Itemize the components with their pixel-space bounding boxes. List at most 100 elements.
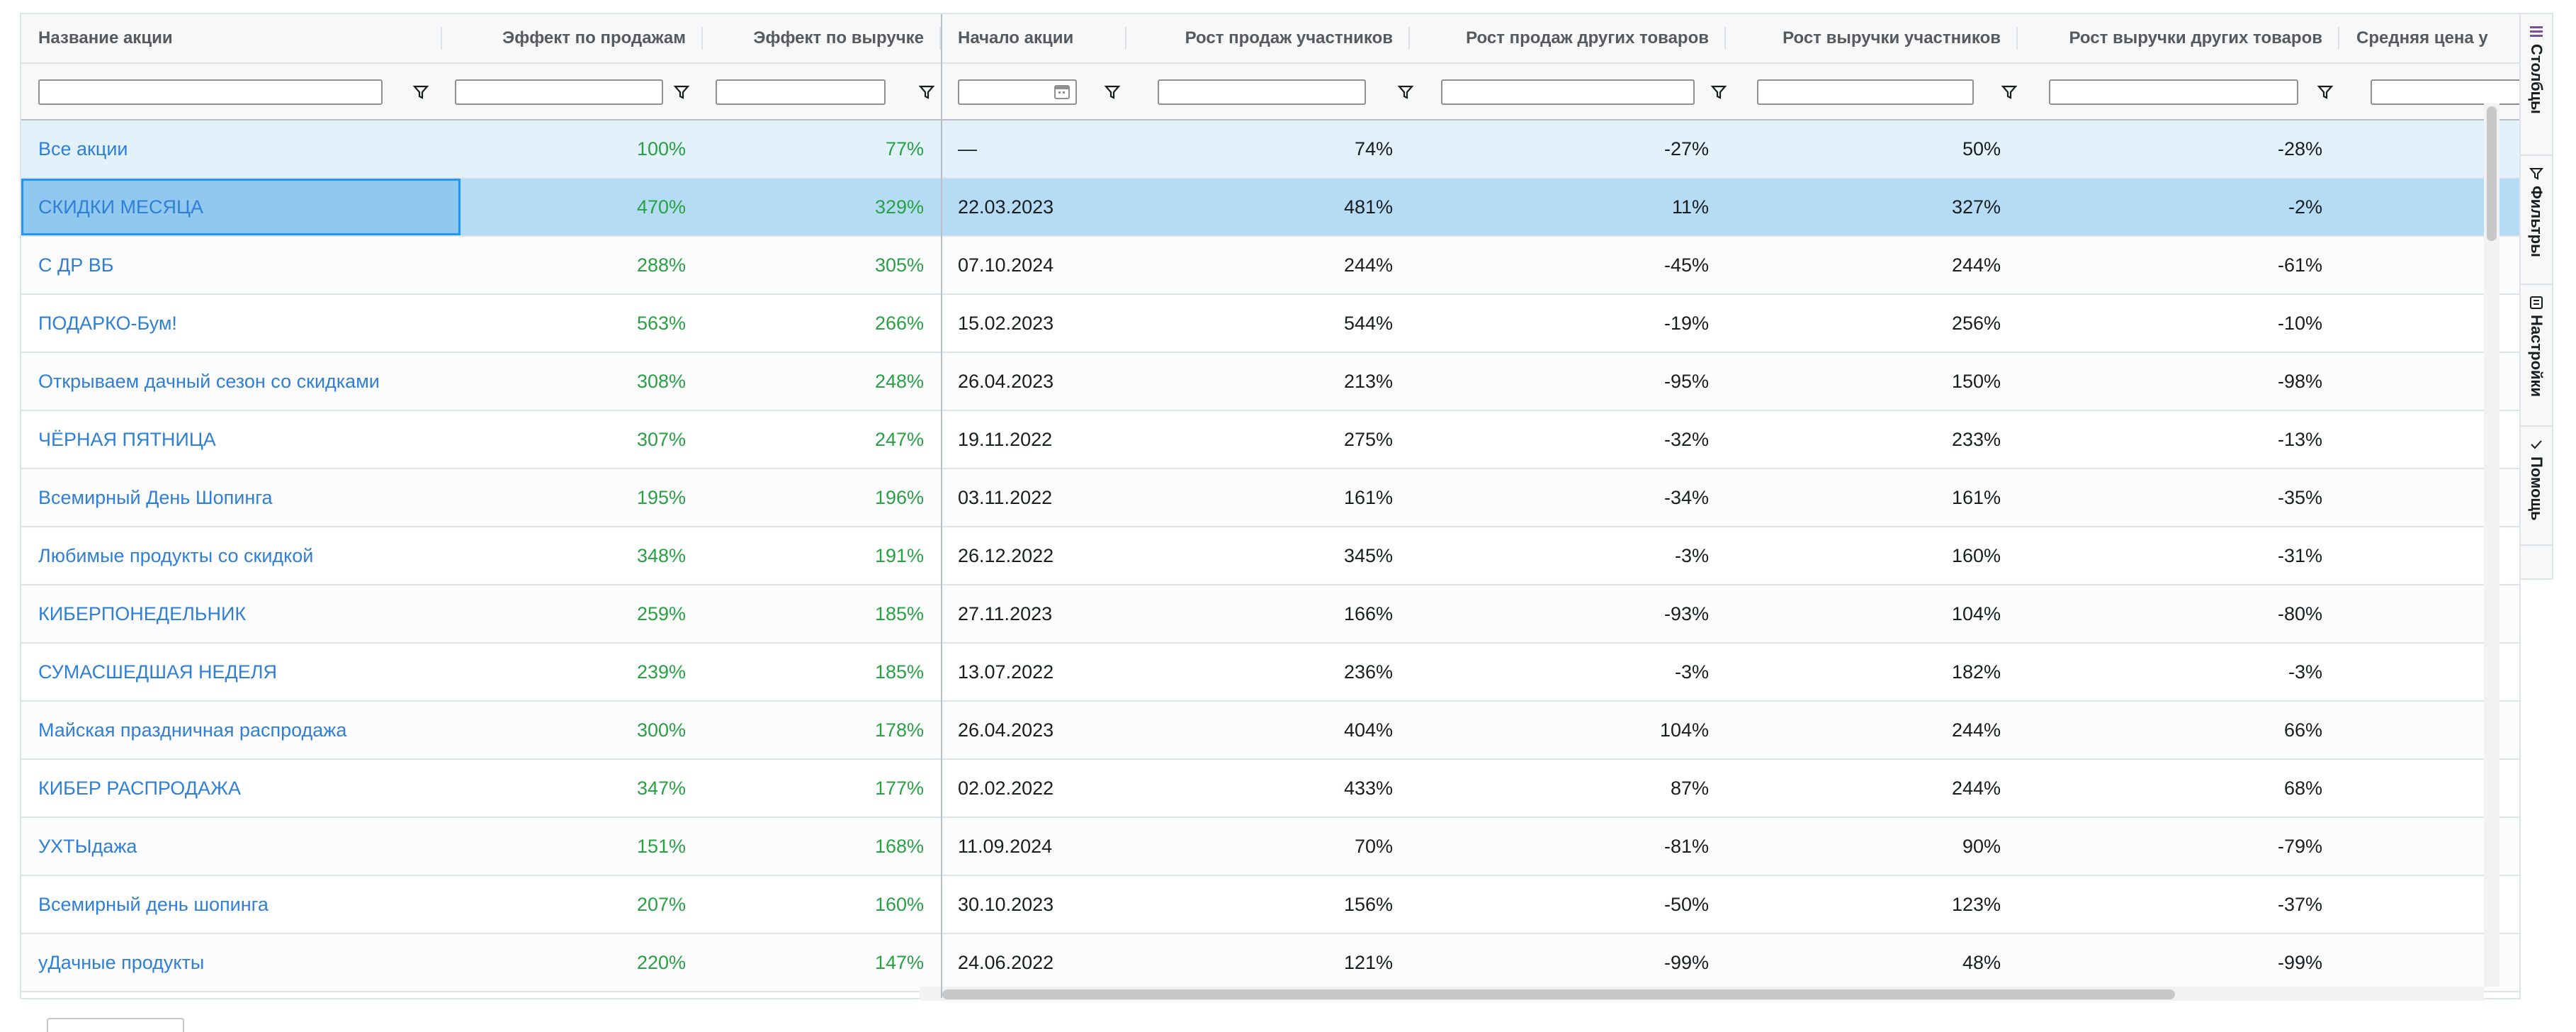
table-row[interactable]: СУМАСШЕДШАЯ НЕДЕЛЯ 239% 185% 13.07.2022 236%… <box>21 644 2519 702</box>
sidebar-tab-settings[interactable]: Настройки <box>2521 285 2552 427</box>
table-row[interactable]: КИБЕРПОНЕДЕЛЬНИК 259% 185% 27.11.2023 166% -9… <box>21 585 2519 644</box>
column-header-sales_effect[interactable]: Эффект по продажам <box>442 14 703 62</box>
sidebar-tab-filters[interactable]: Фильтры <box>2521 156 2552 285</box>
promo-name-link[interactable]: уДачные продукты <box>21 992 442 998</box>
filter-input-revenue_growth_participants[interactable] <box>1757 79 1974 105</box>
column-resize-handle[interactable] <box>1724 27 1726 50</box>
promo-name-link[interactable]: Любимые продукты со скидкой <box>38 544 314 566</box>
sidebar-tab-help[interactable]: Помощь <box>2521 427 2552 546</box>
cell-sales_growth_participants: 70% <box>1354 835 1393 857</box>
filter-input-start[interactable] <box>958 79 1077 105</box>
cell-start: 11.09.2024 <box>958 835 1053 857</box>
column-header-avg_price[interactable]: Средняя цена у <box>2339 14 2519 62</box>
cell-sales_effect: 470% <box>636 196 686 218</box>
cell-sales_growth_participants: 275% <box>1343 428 1393 450</box>
column-header-name[interactable]: Название акции <box>21 14 442 62</box>
cell-sales_effect: 195% <box>636 486 686 508</box>
promo-name-link[interactable]: СКИДКИ МЕСЯЦА <box>38 196 204 218</box>
table-row-total[interactable]: Все акции 100% 77% — 74% -27% 50% -28% <box>21 120 2519 179</box>
filter-input-sales_growth_participants[interactable] <box>1158 79 1366 105</box>
table-row[interactable]: УХТЫдажа 151% 168% 11.09.2024 70% -81% 90% -79% <box>21 818 2519 876</box>
table-row[interactable]: уДачные продукты 220% 147% 24.06.2022 121% -9… <box>21 934 2519 992</box>
column-header-revenue_growth_participants[interactable]: Рост выручки участников <box>1726 14 2018 62</box>
column-resize-handle[interactable] <box>441 27 442 50</box>
cell-revenue_effect: 177% <box>874 777 924 799</box>
table-row[interactable]: ЧЁРНАЯ ПЯТНИЦА 307% 247% 19.11.2022 275% -32%… <box>21 411 2519 469</box>
column-header-revenue_effect[interactable]: Эффект по выручке <box>703 14 941 62</box>
filter-icon[interactable] <box>411 82 431 102</box>
column-header-revenue_growth_other[interactable]: Рост выручки других товаров <box>2018 14 2339 62</box>
promo-name-link[interactable]: уДачные продукты <box>38 951 205 973</box>
column-header-sales_growth_participants[interactable]: Рост продаж участников <box>1126 14 1410 62</box>
sidebar-tab-columns[interactable]: Столбцы <box>2521 14 2552 156</box>
cell-start: 22.03.2023 <box>958 196 1054 218</box>
cell-revenue_growth_other: -80% <box>2277 602 2322 624</box>
promo-name-link[interactable]: С ДР ВБ <box>38 254 114 276</box>
filter-icon[interactable] <box>1999 82 2019 102</box>
filter-icon[interactable] <box>1396 82 1416 102</box>
filter-input-sales_effect[interactable] <box>455 79 663 105</box>
column-resize-handle[interactable] <box>2016 27 2018 50</box>
columns-icon <box>2530 26 2543 37</box>
promo-name-link[interactable]: УХТЫдажа <box>38 835 137 857</box>
column-header-label: Рост продаж участников <box>1185 28 1393 47</box>
promo-name-link[interactable]: ЧЁРНАЯ ПЯТНИЦА <box>38 428 216 450</box>
sidebar-tab-filters-label: Фильтры <box>2528 186 2546 257</box>
cell-revenue_growth_participants: 244% <box>1951 254 2001 276</box>
promo-name-link[interactable]: Открываем дачный сезон со скидками <box>38 370 380 392</box>
promo-name-link[interactable]: КИБЕРПОНЕДЕЛЬНИК <box>38 602 247 624</box>
cell-sales_growth_participants: 345% <box>1343 544 1393 566</box>
cell-revenue_growth_other: -28% <box>2277 138 2322 159</box>
promo-name-link[interactable]: Всемирный день шопинга <box>38 893 269 915</box>
cell-sales_effect: 239% <box>636 661 686 683</box>
cell-revenue_effect: 247% <box>874 428 924 450</box>
column-resize-handle[interactable] <box>1408 27 1410 50</box>
filter-icon[interactable] <box>1709 82 1729 102</box>
table-row[interactable]: С ДР ВБ 288% 305% 07.10.2024 244% -45% 244% -61… <box>21 237 2519 295</box>
filter-input-revenue_effect[interactable] <box>716 79 886 105</box>
table-row[interactable]: уДачные продукты186%145%28.05.202289%-97… <box>21 992 2519 998</box>
promo-name-link[interactable]: Все акции <box>38 138 128 159</box>
cell-revenue_growth_participants: 256% <box>1951 312 2001 334</box>
promo-name-link[interactable]: КИБЕР РАСПРОДАЖА <box>38 777 241 799</box>
promo-name-link[interactable]: Майская праздничная распродажа <box>38 719 347 741</box>
calendar-icon[interactable] <box>1053 82 1071 101</box>
footer-tab[interactable] <box>47 1018 184 1032</box>
column-header-start[interactable]: Начало акции <box>941 14 1126 62</box>
table-row[interactable]: Всемирный день шопинга 207% 160% 30.10.2023… <box>21 876 2519 934</box>
filter-input-revenue_growth_other[interactable] <box>2049 79 2298 105</box>
column-header-sales_growth_other[interactable]: Рост продаж других товаров <box>1410 14 1726 62</box>
vertical-scrollbar[interactable] <box>2484 103 2499 987</box>
promo-name-link[interactable]: СУМАСШЕДШАЯ НЕДЕЛЯ <box>38 661 277 683</box>
filter-icon[interactable] <box>2315 82 2335 102</box>
column-resize-handle[interactable] <box>701 27 703 50</box>
filter-input-sales_growth_other[interactable] <box>1441 79 1695 105</box>
cell-sales_growth_participants: 544% <box>1343 312 1393 334</box>
cell-revenue_growth_other: -2% <box>2288 196 2322 218</box>
cell-revenue_effect: 147% <box>874 951 924 973</box>
promo-name-link[interactable]: ПОДАРКО-Бум! <box>38 312 177 334</box>
filter-icon[interactable] <box>917 82 937 102</box>
table-row[interactable]: КИБЕР РАСПРОДАЖА 347% 177% 02.02.2022 433% 87… <box>21 760 2519 818</box>
vertical-scrollbar-thumb[interactable] <box>2487 106 2497 241</box>
filter-input-name[interactable] <box>38 79 383 105</box>
table-row[interactable]: Открываем дачный сезон со скидками 308% 24… <box>21 353 2519 411</box>
table-row[interactable]: Любимые продукты со скидкой 348% 191% 26.12… <box>21 527 2519 585</box>
column-resize-handle[interactable] <box>2338 27 2339 50</box>
filter-input-avg_price[interactable] <box>2371 79 2519 105</box>
filter-icon[interactable] <box>1102 82 1122 102</box>
filter-icon[interactable] <box>672 82 691 102</box>
cell-sales_growth_other: 87% <box>1670 777 1709 799</box>
table-row[interactable]: Всемирный День Шопинга 195% 196% 03.11.2022… <box>21 469 2519 527</box>
column-resize-handle[interactable] <box>1125 27 1126 50</box>
cell-revenue_growth_participants: 244% <box>1951 719 2001 741</box>
table-row[interactable]: Майская праздничная распродажа 300% 178% 26… <box>21 702 2519 760</box>
cell-start: 26.12.2022 <box>958 544 1054 566</box>
horizontal-scrollbar-thumb[interactable] <box>942 989 2175 999</box>
cell-revenue_growth_other: -99% <box>2277 951 2322 973</box>
column-resize-handle[interactable] <box>939 27 941 50</box>
promo-name-link[interactable]: Всемирный День Шопинга <box>38 486 273 508</box>
table-row[interactable]: СКИДКИ МЕСЯЦА 470% 329% 22.03.2023 481% 11% 32… <box>21 179 2519 237</box>
cell-sales_effect: 100% <box>636 138 686 159</box>
table-row[interactable]: ПОДАРКО-Бум! 563% 266% 15.02.2023 544% -19% 25… <box>21 295 2519 353</box>
